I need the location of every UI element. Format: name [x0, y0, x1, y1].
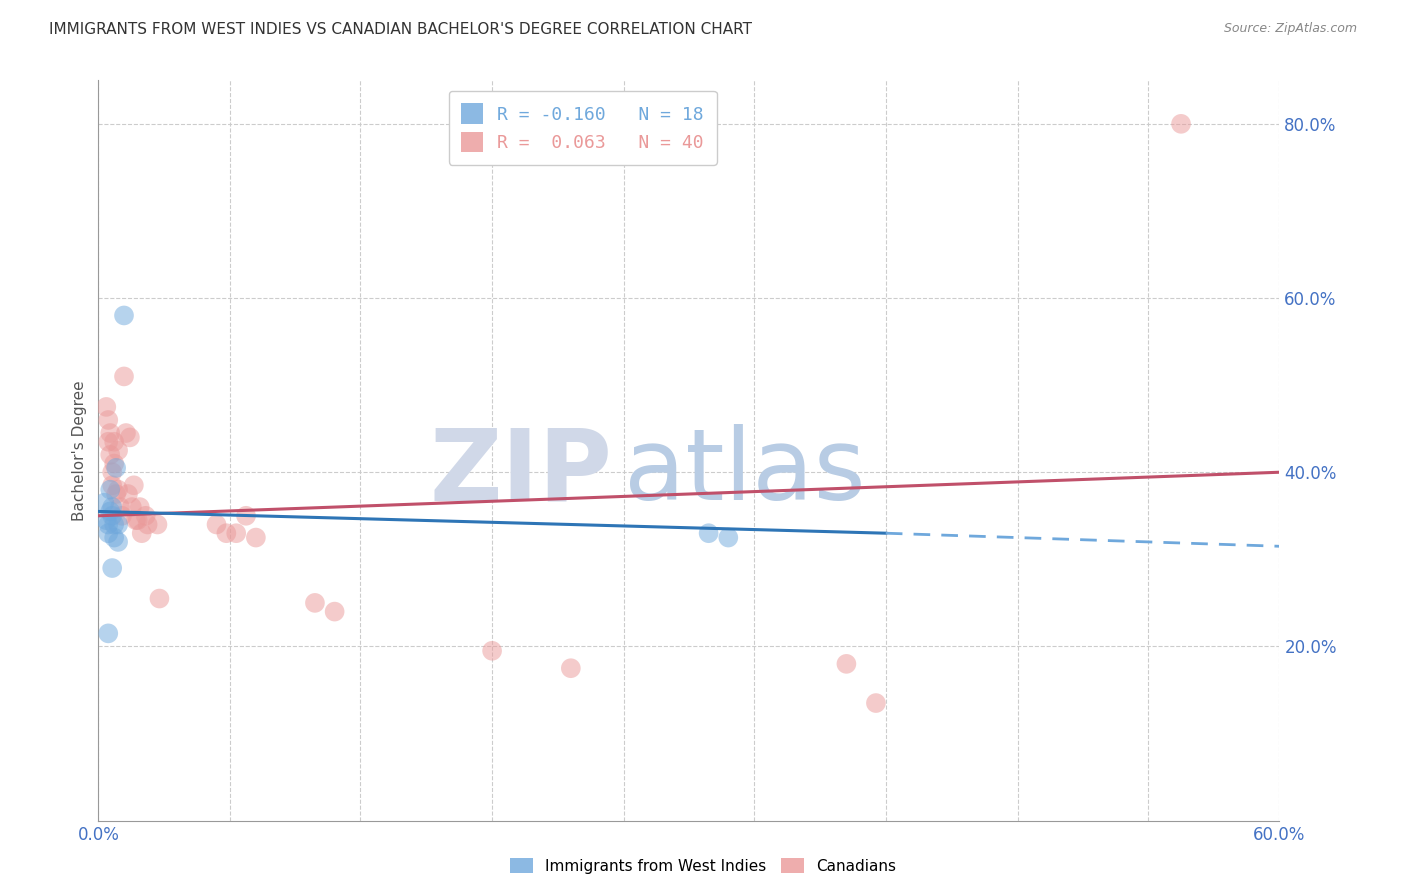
- Point: [107, 535, 129, 549]
- Point: [93, 496, 115, 510]
- Point: [98, 504, 121, 518]
- Point: [103, 434, 125, 449]
- Point: [128, 500, 150, 514]
- Text: IMMIGRANTS FROM WEST INDIES VS CANADIAN BACHELOR'S DEGREE CORRELATION CHART: IMMIGRANTS FROM WEST INDIES VS CANADIAN …: [49, 22, 752, 37]
- Point: [107, 483, 129, 497]
- Point: [105, 461, 128, 475]
- Point: [101, 478, 124, 492]
- Point: [101, 500, 124, 514]
- Point: [117, 487, 139, 501]
- Point: [131, 526, 153, 541]
- Point: [112, 309, 135, 323]
- Point: [560, 661, 582, 675]
- Point: [107, 517, 129, 532]
- Point: [697, 526, 720, 541]
- Text: ZIP: ZIP: [429, 425, 612, 521]
- Point: [98, 425, 121, 440]
- Point: [96, 513, 118, 527]
- Point: [136, 517, 159, 532]
- Point: [108, 500, 131, 514]
- Point: [127, 513, 149, 527]
- Point: [481, 644, 503, 658]
- Point: [865, 696, 887, 710]
- Point: [97, 434, 120, 449]
- Point: [245, 531, 267, 545]
- Point: [103, 457, 125, 471]
- Point: [101, 561, 124, 575]
- Point: [97, 413, 120, 427]
- Point: [122, 478, 145, 492]
- Point: [98, 448, 121, 462]
- Point: [101, 508, 124, 523]
- Point: [97, 517, 120, 532]
- Point: [97, 626, 120, 640]
- Point: [115, 425, 138, 440]
- Point: [98, 483, 121, 497]
- Legend: R = -0.160   N = 18, R =  0.063   N = 40: R = -0.160 N = 18, R = 0.063 N = 40: [449, 91, 717, 165]
- Point: [135, 508, 157, 523]
- Point: [97, 526, 120, 541]
- Point: [835, 657, 858, 671]
- Point: [96, 400, 118, 414]
- Legend: Immigrants from West Indies, Canadians: Immigrants from West Indies, Canadians: [503, 852, 903, 880]
- Point: [111, 508, 134, 523]
- Point: [146, 517, 169, 532]
- Point: [112, 369, 135, 384]
- Point: [1170, 117, 1192, 131]
- Text: atlas: atlas: [624, 425, 866, 521]
- Point: [225, 526, 247, 541]
- Point: [148, 591, 170, 606]
- Point: [118, 430, 141, 444]
- Point: [235, 508, 257, 523]
- Point: [215, 526, 238, 541]
- Y-axis label: Bachelor's Degree: Bachelor's Degree: [72, 380, 87, 521]
- Text: Source: ZipAtlas.com: Source: ZipAtlas.com: [1223, 22, 1357, 36]
- Point: [105, 487, 128, 501]
- Point: [107, 443, 129, 458]
- Point: [121, 500, 143, 514]
- Point: [323, 605, 346, 619]
- Point: [717, 531, 740, 545]
- Point: [101, 465, 124, 479]
- Point: [205, 517, 228, 532]
- Point: [103, 517, 125, 532]
- Point: [103, 531, 125, 545]
- Point: [125, 513, 148, 527]
- Point: [304, 596, 326, 610]
